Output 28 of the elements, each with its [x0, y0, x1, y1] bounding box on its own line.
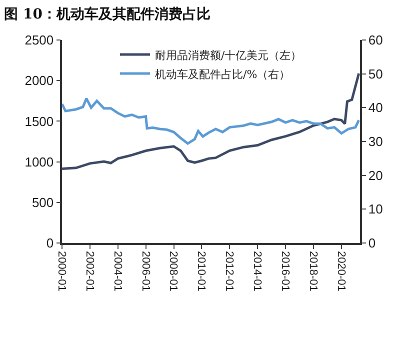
x-tick-label: 2012-01 [223, 250, 236, 292]
x-tick-label: 2008-01 [167, 250, 180, 292]
y2-tick-label: 40 [368, 100, 383, 116]
x-tick-label: 2010-01 [195, 250, 208, 292]
y-tick-label: 2500 [24, 32, 54, 48]
x-tick-label: 2018-01 [306, 250, 319, 292]
y2-tick-label: 60 [368, 32, 383, 48]
y2-tick-label: 10 [368, 202, 383, 217]
x-tick-label: 2016-01 [278, 250, 291, 292]
line-series [62, 97, 360, 145]
x-tick-label: 2004-01 [111, 250, 124, 292]
y2-tick-label: 0 [368, 236, 376, 251]
x-tick-label: 2000-01 [55, 250, 68, 292]
x-tick-label: 2006-01 [139, 250, 152, 292]
x-tick-label: 2014-01 [251, 250, 264, 292]
chart-title: 图 10：机动车及其配件消费占比 [4, 5, 210, 22]
y-tick-label: 2000 [24, 73, 54, 88]
legend-label: 机动车及配件占比/%（右） [155, 68, 290, 81]
y-tick-label: 1500 [24, 114, 54, 129]
y2-tick-label: 20 [368, 168, 383, 183]
x-tick-label: 2020-01 [334, 250, 347, 292]
legend-label: 耐用品消费额/十亿美元（左） [155, 48, 302, 62]
y-tick-label: 0 [46, 236, 54, 251]
y2-tick-label: 30 [368, 134, 383, 150]
x-tick-label: 2002-01 [83, 250, 96, 292]
y-tick-label: 500 [32, 194, 54, 210]
y-tick-label: 1000 [24, 154, 54, 170]
y2-tick-label: 50 [368, 66, 383, 82]
